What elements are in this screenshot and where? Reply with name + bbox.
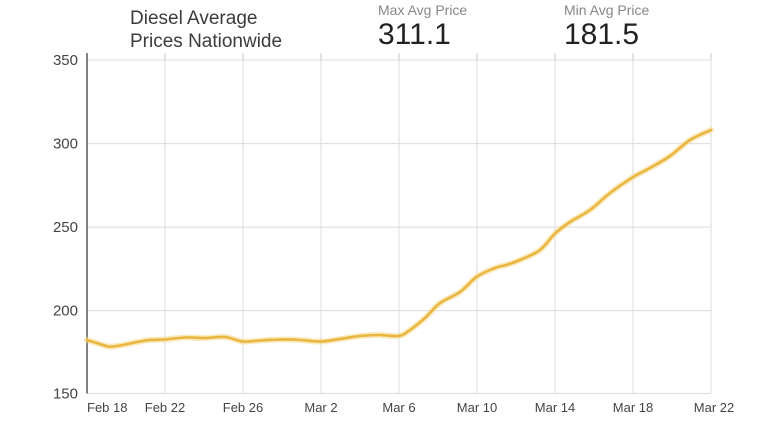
svg-text:350: 350	[53, 52, 78, 69]
svg-text:Mar 10: Mar 10	[457, 400, 497, 415]
svg-text:Feb 18: Feb 18	[87, 400, 127, 415]
svg-text:Mar 14: Mar 14	[535, 400, 575, 415]
svg-text:Mar 2: Mar 2	[304, 400, 337, 415]
svg-text:Mar 22: Mar 22	[694, 400, 734, 415]
svg-text:250: 250	[53, 219, 78, 236]
svg-text:200: 200	[53, 303, 78, 320]
svg-text:Feb 22: Feb 22	[145, 400, 185, 415]
svg-text:Mar 18: Mar 18	[613, 400, 653, 415]
svg-text:Mar 6: Mar 6	[382, 400, 415, 415]
svg-text:300: 300	[53, 136, 78, 153]
svg-text:Feb 26: Feb 26	[223, 400, 263, 415]
svg-text:150: 150	[53, 386, 78, 403]
